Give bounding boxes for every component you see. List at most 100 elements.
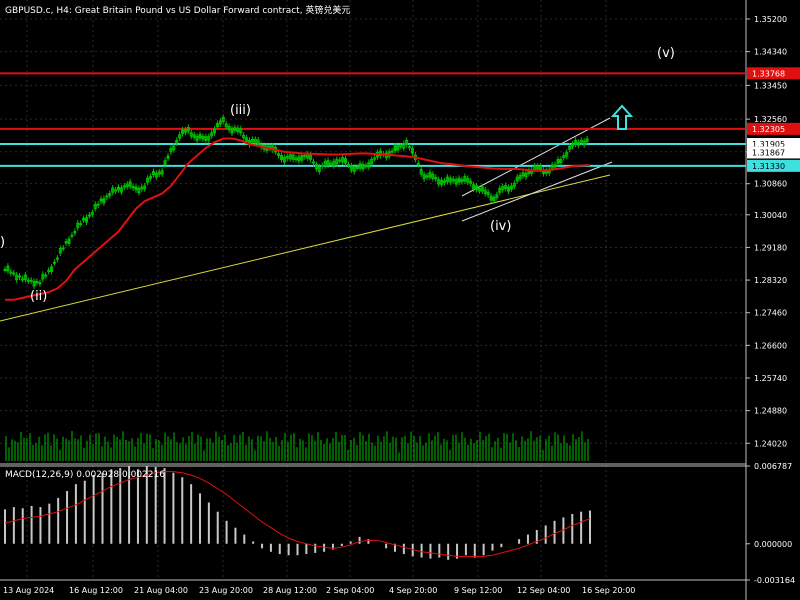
candle-body (134, 186, 138, 191)
candle-body (480, 186, 484, 192)
candle-body (332, 160, 336, 167)
x-tick-label: 16 Aug 12:00 (69, 586, 123, 595)
candle-body (285, 155, 289, 159)
candle-body (425, 175, 429, 178)
candle-body (282, 156, 286, 163)
candle-body (460, 179, 464, 183)
candle-body (556, 159, 560, 164)
candle-body (352, 166, 356, 173)
candle-body (181, 129, 185, 134)
candle-body (44, 274, 48, 277)
candle-body (64, 241, 68, 244)
trendline (0, 174, 611, 322)
up-arrow-icon (610, 104, 634, 130)
candle-body (344, 158, 348, 164)
candle-body (550, 164, 554, 169)
candle-body (498, 187, 502, 193)
candle-body (82, 217, 86, 221)
candle-body (288, 154, 292, 160)
candle-body (96, 203, 100, 206)
candle-body (32, 280, 36, 287)
candle-body (23, 274, 27, 281)
candle-body (26, 279, 30, 282)
candle-body (215, 123, 219, 128)
price-label-box (747, 122, 800, 135)
candle-body (236, 127, 240, 133)
candle-body (466, 177, 470, 183)
candle-body (224, 123, 228, 128)
macd-histogram (4, 465, 591, 560)
candle-body (553, 164, 557, 168)
candle-body (52, 261, 56, 264)
price-label: 1.31330 (752, 162, 785, 171)
candle-body (448, 177, 452, 183)
candle-body (137, 187, 141, 193)
candle-body (207, 136, 211, 141)
candle-body (431, 173, 435, 179)
moving-average-line (5, 137, 591, 301)
candle-body (210, 132, 214, 137)
candle-body (99, 198, 103, 202)
candle-body (163, 160, 167, 165)
candle-body (213, 128, 217, 134)
candle-body (192, 134, 196, 138)
grid (0, 0, 746, 580)
candle-body (227, 126, 231, 131)
candle-body (512, 182, 516, 187)
candle-body (105, 195, 109, 198)
candle-body (422, 174, 426, 180)
candle-body (20, 278, 24, 281)
candle-body (579, 139, 583, 143)
candle-body (335, 158, 339, 165)
candle-body (204, 136, 208, 141)
candle-body (565, 151, 569, 157)
candle-body (495, 194, 499, 198)
candle-body (35, 280, 39, 283)
macd-tick-label: -0.003164 (754, 576, 795, 585)
candle-body (507, 186, 511, 192)
candle-body (399, 145, 403, 148)
candle-body (416, 162, 420, 165)
x-tick-label: 13 Aug 2024 (3, 586, 54, 595)
candle-body (370, 158, 374, 165)
candle-body (12, 272, 16, 275)
candle-body (18, 275, 22, 278)
x-tick-label: 28 Aug 12:00 (263, 586, 317, 595)
candle-body (253, 138, 257, 144)
wave-label: (iv) (490, 219, 511, 234)
candle-body (559, 158, 563, 164)
candle-body (87, 214, 91, 217)
price-label: 1.32305 (752, 125, 785, 134)
y-tick-label: 1.24020 (754, 439, 787, 448)
candle-body (373, 157, 377, 160)
candle-body (483, 189, 487, 195)
chart-title: GBPUSD.c, H4: Great Britain Pound vs US … (5, 6, 351, 16)
wave-label: (iii) (230, 103, 251, 118)
candle-body (509, 185, 513, 190)
x-tick-label: 23 Aug 20:00 (199, 586, 253, 595)
candle-body (300, 155, 304, 161)
candle-body (15, 274, 19, 281)
candle-body (47, 269, 51, 272)
candle-body (218, 120, 222, 125)
candle-body (55, 257, 59, 260)
candle-body (361, 163, 365, 170)
y-tick-label: 1.28320 (754, 276, 787, 285)
candle-body (367, 162, 371, 168)
candle-body (186, 126, 190, 132)
candle-body (486, 191, 490, 196)
candle-body (518, 174, 522, 179)
candle-body (536, 165, 540, 170)
candle-body (279, 155, 283, 161)
candle-body (501, 186, 505, 191)
candle-body (160, 170, 164, 175)
candle-body (297, 156, 301, 162)
channel-lower (461, 161, 613, 222)
candle-body (314, 163, 318, 170)
candle-body (326, 160, 330, 166)
x-tick-label: 2 Sep 04:00 (326, 586, 374, 595)
candle-body (79, 223, 83, 226)
candle-body (38, 282, 42, 285)
x-tick-label: 21 Aug 04:00 (134, 586, 188, 595)
